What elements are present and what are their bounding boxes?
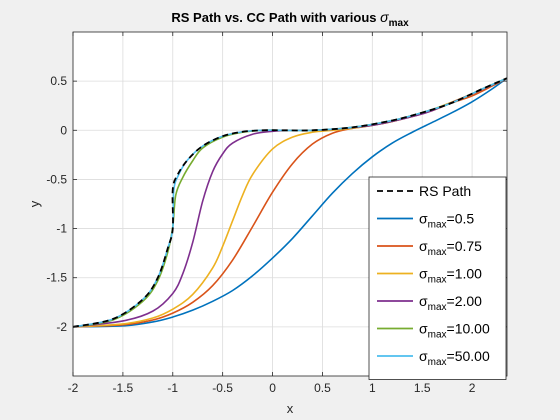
x-tick-label: 1	[369, 381, 376, 395]
legend-sigma: σ	[419, 211, 428, 227]
legend-sigma: σ	[419, 266, 428, 282]
x-tick-label: -2	[68, 381, 79, 395]
legend-value: =2.00	[447, 293, 483, 309]
x-tick-label: -1.5	[113, 381, 134, 395]
legend-label-6: σmax=50.00	[419, 348, 490, 368]
x-tick-label: 0.5	[314, 381, 331, 395]
legend-label-2: σmax=0.75	[419, 238, 482, 258]
legend-value: =10.00	[447, 321, 490, 337]
legend-sub: max	[428, 220, 447, 231]
series-line-4	[73, 77, 507, 328]
legend-value: =50.00	[447, 348, 490, 364]
y-tick-label: 0.5	[50, 74, 67, 88]
x-axis-label: x	[287, 401, 294, 416]
legend-value: =0.75	[447, 238, 483, 254]
legend-value: =0.5	[447, 211, 475, 227]
series-line-0	[73, 77, 507, 328]
y-tick-label: -0.5	[46, 172, 67, 186]
y-tick-label: -2	[56, 320, 67, 334]
legend-sub: max	[428, 330, 447, 341]
legend-box	[368, 176, 507, 380]
y-axis-label: y	[27, 200, 42, 207]
y-tick-label: -1	[56, 222, 67, 236]
title-main: RS Path vs. CC Path with various	[171, 10, 380, 25]
legend: RS Pathσmax=0.5σmax=0.75σmax=1.00σmax=2.…	[368, 176, 507, 380]
legend-sub: max	[428, 247, 447, 258]
legend-sigma: σ	[419, 321, 428, 337]
legend-sigma: σ	[419, 348, 428, 364]
legend-sub: max	[428, 302, 447, 313]
plot-frame	[72, 31, 508, 377]
title-sub: max	[389, 18, 409, 29]
x-tick-label: 1.5	[414, 381, 431, 395]
chart-title: RS Path vs. CC Path with various σmax	[171, 9, 409, 29]
x-tick-label: -1	[167, 381, 178, 395]
legend-sigma: σ	[419, 293, 428, 309]
y-tick-label: -1.5	[46, 271, 67, 285]
legend-label-5: σmax=10.00	[419, 321, 490, 341]
legend-label-0: RS Path	[419, 183, 471, 199]
legend-sub: max	[428, 275, 447, 286]
title-sigma: σ	[380, 9, 389, 25]
x-tick-label: 2	[469, 381, 476, 395]
y-tick-label: 0	[60, 123, 67, 137]
ticks: -2 -1.5 -1 -0.5 0 0.5 1 1.5 2 -2 -1.5 -1 -0.5 0 0.5	[46, 32, 507, 395]
series-line-1	[73, 77, 507, 328]
legend-sigma: σ	[419, 238, 428, 254]
series-layer	[73, 77, 507, 328]
legend-value: =1.00	[447, 266, 483, 282]
x-tick-label: -0.5	[212, 381, 233, 395]
legend-label-4: σmax=2.00	[419, 293, 482, 313]
x-tick-label: 0	[269, 381, 276, 395]
legend-label-1: σmax=0.5	[419, 211, 474, 231]
legend-label-3: σmax=1.00	[419, 266, 482, 286]
legend-sub: max	[428, 357, 447, 368]
